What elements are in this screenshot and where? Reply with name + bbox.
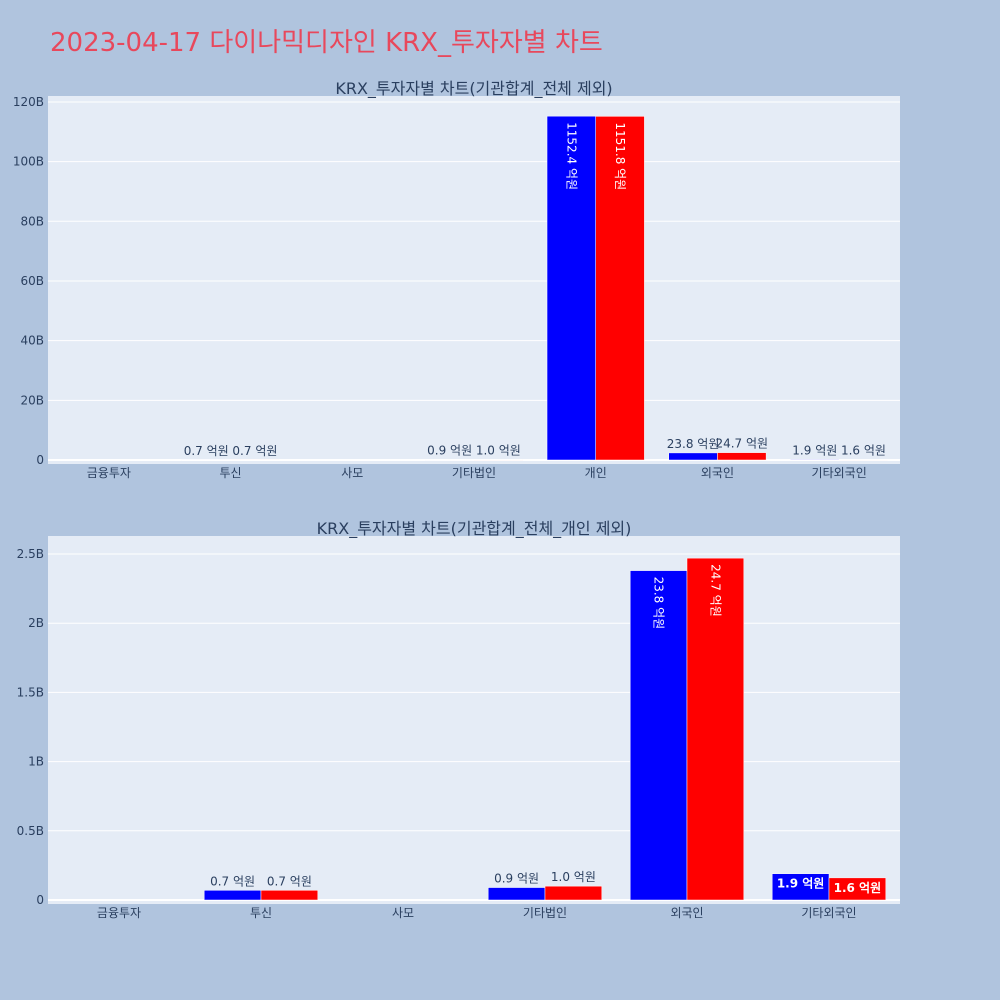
bar-sell — [473, 459, 523, 461]
y-tick-label: 1.5B — [17, 685, 44, 699]
data-label: 23.8 억원 — [667, 437, 720, 451]
x-tick-label: 금융투자 — [97, 906, 141, 920]
x-tick-label: 사모 — [392, 906, 414, 920]
data-label: 0.9 억원 — [427, 444, 472, 458]
bar-buy — [790, 459, 840, 461]
bar-buy — [771, 873, 830, 901]
y-tick-label: 1B — [28, 755, 44, 769]
x-tick-label: 외국인 — [701, 466, 734, 480]
y-tick-label: 80B — [20, 214, 44, 228]
x-tick-label: 사모 — [341, 466, 363, 480]
x-tick-label: 개인 — [585, 466, 607, 480]
y-tick-label: 0 — [36, 453, 44, 467]
y-tick-label: 40B — [20, 334, 44, 348]
data-label: 1.0 억원 — [551, 870, 596, 884]
y-tick-label: 0 — [36, 893, 44, 907]
y-tick-label: 2B — [28, 616, 44, 630]
y-tick-label: 120B — [13, 95, 44, 109]
x-tick-label: 기타법인 — [523, 906, 567, 920]
y-tick-label: 20B — [20, 393, 44, 407]
data-label: 0.9 억원 — [494, 872, 539, 886]
data-label: 1152.4 억원 — [564, 122, 578, 190]
data-label: 0.7 억원 — [210, 874, 255, 888]
bar-sell — [260, 890, 319, 901]
y-tick-label: 2.5B — [17, 547, 44, 561]
x-tick-label: 외국인 — [670, 906, 703, 920]
x-tick-label: 기타법인 — [452, 466, 496, 480]
bar-sell — [595, 116, 645, 461]
chart-title: KRX_투자자별 차트(기관합계_전체_개인 제외) — [317, 519, 632, 539]
chart-title: KRX_투자자별 차트(기관합계_전체 제외) — [335, 79, 612, 99]
bar-buy — [425, 459, 475, 461]
plot-area — [48, 536, 900, 904]
data-label: 0.7 억원 — [232, 444, 277, 458]
data-label: 0.7 억원 — [267, 874, 312, 888]
x-tick-label: 금융투자 — [87, 466, 131, 480]
bar-buy — [181, 459, 231, 461]
data-label: 1151.8 억원 — [613, 122, 627, 190]
data-label: 1.9 억원 — [777, 877, 825, 891]
data-label: 1.0 억원 — [476, 444, 521, 458]
data-label: 23.8 억원 — [652, 577, 666, 630]
chart-upper: 0 20B 40B 60B 80B 100B 120B KRX_투자자별 차트(기관합계_전체… — [13, 79, 900, 480]
data-label: 1.9 억원 — [792, 443, 837, 457]
bar-sell — [230, 459, 280, 461]
bar-buy — [203, 890, 262, 901]
data-label: 24.7 억원 — [715, 437, 768, 451]
y-tick-label: 60B — [20, 274, 44, 288]
data-label: 1.6 억원 — [841, 444, 886, 458]
page-title: 2023-04-17 다이나믹디자인 KRX_투자자별 차트 — [50, 28, 603, 58]
y-tick-label: 100B — [13, 155, 44, 169]
x-tick-label: 투신 — [250, 906, 272, 920]
bar-sell — [717, 452, 767, 461]
x-tick-label: 투신 — [220, 466, 242, 480]
plot-area — [48, 96, 900, 464]
bar-buy — [546, 115, 596, 461]
bar-buy — [487, 887, 546, 901]
x-tick-label: 기타외국인 — [812, 466, 867, 480]
bar-sell — [828, 877, 887, 901]
chart-lower: 0 0.5B 1B 1.5B 2B 2.5B KRX_투자자별 차트(기관합계_전체_개인 … — [17, 519, 900, 920]
bar-sell — [544, 885, 603, 901]
data-label: 0.7 억원 — [184, 444, 229, 458]
y-tick-label: 0.5B — [17, 824, 44, 838]
data-label: 1.6 억원 — [834, 881, 882, 895]
bar-sell — [838, 459, 889, 461]
bar-sell — [686, 557, 745, 901]
bar-buy — [668, 452, 718, 461]
x-tick-label: 기타외국인 — [801, 906, 856, 920]
data-label: 24.7 억원 — [708, 564, 722, 617]
bar-buy — [629, 570, 688, 901]
